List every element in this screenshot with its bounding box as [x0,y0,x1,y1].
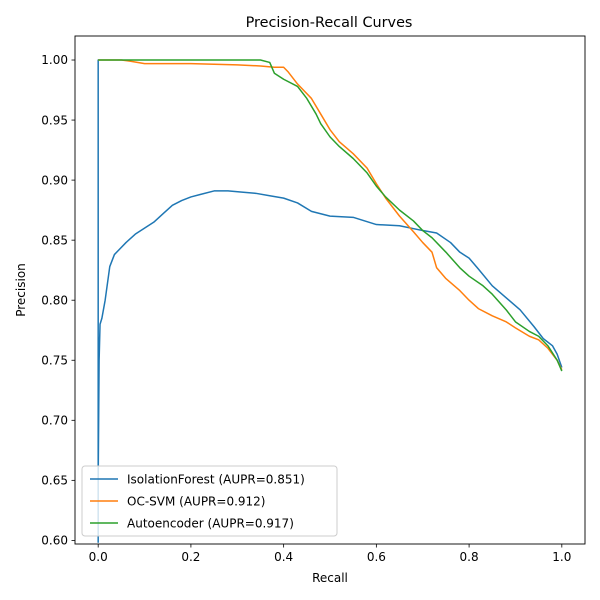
chart-title: Precision-Recall Curves [246,15,413,31]
x-tick-label: 0.8 [460,550,479,564]
legend-label: OC-SVM (AUPR=0.912) [127,494,266,508]
y-tick-label: 1.00 [41,53,68,67]
legend: IsolationForest (AUPR=0.851) OC-SVM (AUPR… [81,465,338,537]
x-axis-ticks: 0.0 0.2 0.4 0.6 0.8 1.0 [89,544,571,564]
y-tick-label: 0.90 [41,173,68,187]
x-tick-label: 0.0 [89,550,108,564]
series-line-2 [98,59,563,371]
y-tick-label: 0.75 [41,353,68,367]
y-tick-label: 0.95 [41,113,68,127]
y-axis-label: Precision [14,263,28,317]
y-tick-label: 0.85 [41,233,68,247]
x-tick-label: 0.4 [274,550,293,564]
series-layer [97,59,563,543]
x-tick-label: 0.2 [181,550,200,564]
x-tick-label: 1.0 [552,550,571,564]
y-tick-label: 0.70 [41,414,68,428]
y-axis-ticks: 0.60 0.65 0.70 0.75 0.80 0.85 0.90 0.95 1.00 [41,53,75,548]
x-tick-label: 0.6 [367,550,386,564]
x-axis-label: Recall [312,571,348,585]
y-tick-label: 0.60 [41,534,68,548]
legend-label: IsolationForest (AUPR=0.851) [127,472,305,486]
legend-label: Autoencoder (AUPR=0.917) [127,516,294,530]
y-tick-label: 0.80 [41,293,68,307]
y-tick-label: 0.65 [41,474,68,488]
plot-frame [74,35,586,545]
legend-box [81,465,338,537]
series-line-3 [98,59,563,372]
series-line-1 [97,59,563,543]
